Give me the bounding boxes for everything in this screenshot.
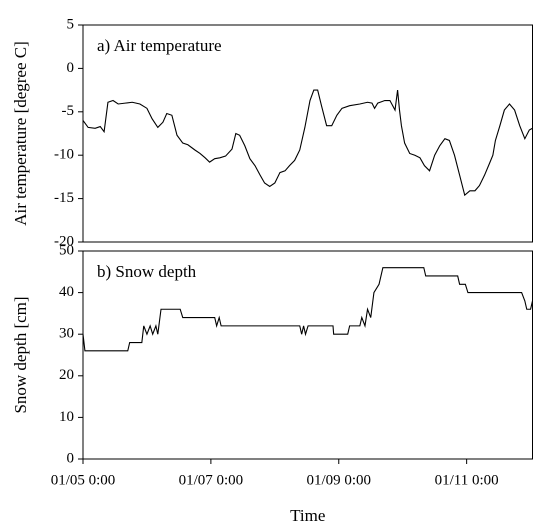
y-tick-label: 40: [59, 284, 74, 300]
y-tick-label: 5: [67, 16, 75, 32]
data-line: [82, 89, 533, 197]
y-tick-label: -5: [62, 103, 75, 119]
y-tick-label: -15: [54, 190, 74, 206]
x-tick-label: 01/09 0:00: [306, 472, 371, 488]
y-tick-label: 0: [67, 450, 75, 466]
panel-title: a) Air temperature: [97, 36, 222, 55]
y-tick-label: -10: [54, 147, 74, 163]
x-tick-label: 01/05 0:00: [51, 472, 116, 488]
y-tick-label: 50: [59, 242, 74, 258]
y-axis-label: Snow depth [cm]: [11, 296, 30, 413]
plot-frame: [82, 24, 533, 243]
y-tick-label: 10: [59, 409, 74, 425]
y-tick-label: -20: [54, 233, 74, 249]
y-tick-label: 20: [59, 367, 74, 383]
x-axis-label: Time: [290, 506, 325, 525]
data-line: [82, 267, 533, 352]
x-tick-label: 01/11 0:00: [435, 472, 499, 488]
y-tick-label: 30: [59, 326, 74, 342]
x-tick-label: 01/07 0:00: [179, 472, 244, 488]
plot-frame: [82, 250, 533, 460]
y-axis-label: Air temperature [degree C]: [11, 41, 30, 226]
y-tick-label: 0: [67, 60, 75, 76]
panel-title: b) Snow depth: [97, 262, 197, 281]
